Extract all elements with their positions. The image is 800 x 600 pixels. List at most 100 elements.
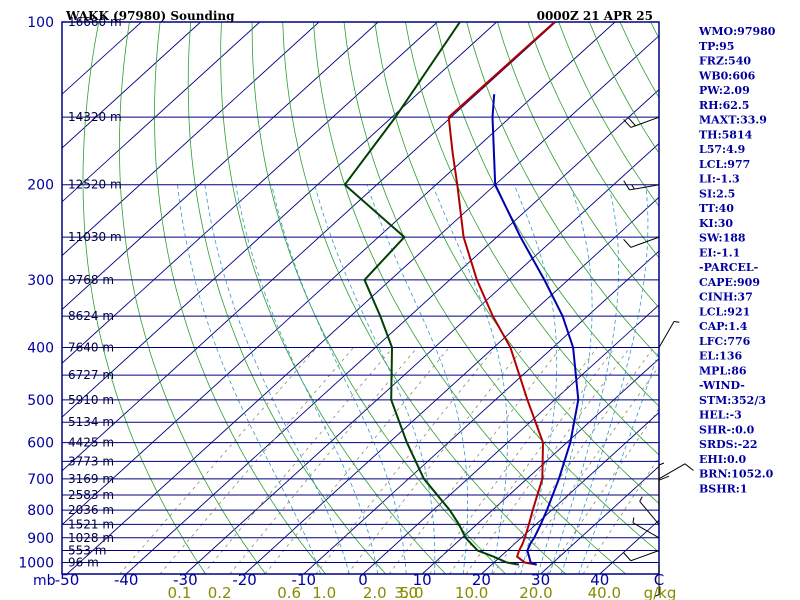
moist-adiabat-line xyxy=(549,184,619,574)
height-label: 3773 m xyxy=(68,454,114,468)
height-label: 16660 m xyxy=(68,15,122,29)
index-value: LFC:776 xyxy=(699,335,751,348)
mixing-ratio-line xyxy=(202,347,394,574)
index-value: EHI:0.0 xyxy=(699,453,746,466)
moist-adiabat-line xyxy=(204,184,350,574)
index-value: WMO:97980 xyxy=(698,25,776,38)
height-label: 2036 m xyxy=(68,503,114,517)
isotherm-line xyxy=(421,358,659,574)
dry-adiabat-line xyxy=(251,22,507,574)
dry-adiabat-line xyxy=(773,22,800,574)
wind-barb-flag xyxy=(623,119,632,128)
index-value: SI:2.5 xyxy=(699,187,735,200)
height-label: 3169 m xyxy=(68,472,114,486)
pressure-unit-label: mb xyxy=(33,573,56,589)
plot-frame xyxy=(61,21,660,575)
mixing-ratio-line xyxy=(119,347,318,574)
wind-barb xyxy=(653,564,660,598)
mixing-ratio-label: 40.0 xyxy=(588,584,621,600)
height-label: 5910 m xyxy=(68,393,114,407)
wind-barb xyxy=(623,550,660,562)
isotherm-line xyxy=(62,22,320,257)
mixing-ratio-label: 5.0 xyxy=(400,584,424,600)
index-value: BSHR:1 xyxy=(699,482,748,495)
dry-adiabat-line xyxy=(118,22,266,574)
parcel-line xyxy=(491,94,580,566)
isobar-lines xyxy=(61,21,660,575)
index-value: PW:2.09 xyxy=(699,84,750,97)
pressure-tick-label: 500 xyxy=(27,393,54,409)
index-value: KI:30 xyxy=(699,217,733,230)
height-label: 12520 m xyxy=(68,178,122,192)
temperature-tick-label: 10 xyxy=(413,571,432,589)
dry-adiabat-line xyxy=(82,22,206,574)
isotherm-line xyxy=(62,22,438,364)
wind-barb xyxy=(623,236,660,248)
mixing-ratio-label: 20.0 xyxy=(519,584,552,600)
dry-adiabat-line xyxy=(527,22,659,259)
pressure-tick-label: 700 xyxy=(27,472,54,488)
moist-adiabat-line xyxy=(235,184,379,574)
isotherm-line xyxy=(185,142,659,574)
dry-adiabat-line xyxy=(405,22,659,456)
pressure-tick-label: 100 xyxy=(27,15,54,31)
temperature-tick-label: -30 xyxy=(173,571,198,589)
dry-adiabat-line xyxy=(466,22,659,358)
wind-barb xyxy=(658,462,665,496)
isotherm-line xyxy=(362,304,659,574)
chart-time: 0000Z 21 APR 25 xyxy=(537,9,653,23)
mixing-ratio-label: 3.0 xyxy=(394,584,418,600)
wind-barb-staff xyxy=(630,236,660,248)
isotherm-line xyxy=(481,411,659,574)
index-value: LI:-1.3 xyxy=(699,173,740,186)
height-label: 5134 m xyxy=(68,415,114,429)
mixing-ratio-line xyxy=(229,347,418,574)
wind-barb-half-flag xyxy=(653,594,660,598)
temperature-tick-label: C xyxy=(654,571,664,589)
index-value: TH:5814 xyxy=(699,128,753,141)
temperature-tick-label: -20 xyxy=(232,571,257,589)
dry-adiabat-line xyxy=(558,22,659,207)
dry-adiabat-line xyxy=(187,22,386,574)
wind-barb-staff xyxy=(632,522,660,539)
wind-barb-flag xyxy=(623,552,632,562)
height-label: 8624 m xyxy=(68,309,114,323)
moist-adiabat-line xyxy=(537,184,593,574)
index-value: SW:188 xyxy=(699,232,746,245)
moist-adiabat-line xyxy=(366,184,469,574)
height-label: 14320 m xyxy=(68,110,122,124)
wind-barb-staff xyxy=(630,116,660,128)
wind-barb-flag xyxy=(658,475,670,481)
moist-adiabat-line xyxy=(432,184,508,574)
wind-barb-flag xyxy=(623,239,632,248)
index-value: SHR-:0.0 xyxy=(699,423,755,436)
index-value: -PARCEL- xyxy=(699,261,758,274)
pressure-tick-label: 900 xyxy=(27,531,54,547)
wind-barb-staff xyxy=(658,321,675,348)
sounding-series xyxy=(343,22,580,566)
mixing-ratio-label: 2.0 xyxy=(363,584,387,600)
temperature-tick-label: -10 xyxy=(292,571,317,589)
height-label: 96 m xyxy=(68,556,99,570)
index-value: STM:352/3 xyxy=(699,394,766,407)
mixing-ratio-line xyxy=(429,347,598,574)
wind-barb xyxy=(658,475,670,511)
wind-barb-staff xyxy=(639,501,660,525)
index-value: EI:-1.1 xyxy=(699,246,740,259)
index-value: L57:4.9 xyxy=(699,143,745,156)
wind-barb-staff xyxy=(658,463,686,480)
dry-adiabat-line xyxy=(343,22,659,553)
height-label: 4425 m xyxy=(68,436,114,450)
height-label: 1028 m xyxy=(68,531,114,545)
temperature-line xyxy=(447,22,556,566)
wind-barb xyxy=(623,116,660,128)
moist-adiabat-line xyxy=(271,184,407,574)
axis-labels: 16660 m 14320 m 12520 m 11030 m 9768 m 8624 m… xyxy=(18,15,676,600)
temperature-tick-label: 30 xyxy=(531,571,550,589)
mixing-ratio-line xyxy=(492,347,655,574)
temperature-tick-label: -50 xyxy=(55,571,80,589)
mixing-ratio-label: 1.0 xyxy=(312,584,336,600)
dry-adiabat-line xyxy=(589,22,659,154)
